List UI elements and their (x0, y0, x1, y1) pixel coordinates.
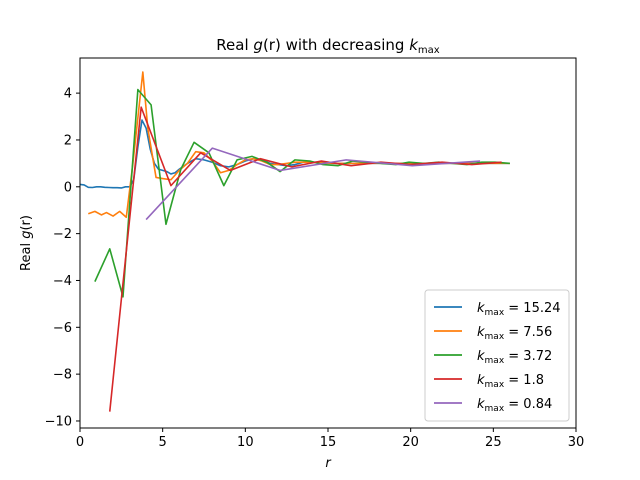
series-line-4 (108, 106, 502, 412)
x-axis-label: r (325, 456, 332, 471)
y-axis-label: Real g(r) (19, 215, 34, 271)
legend-label: kmax = 0.84 (477, 397, 552, 414)
legend-label: kmax = 15.24 (477, 301, 561, 318)
x-tick-label: 5 (159, 435, 167, 450)
y-tick-label: −10 (45, 414, 72, 429)
x-tick-label: 15 (320, 435, 337, 450)
legend-label: kmax = 3.72 (477, 349, 552, 366)
legend: kmax = 15.24 kmax = 7.56 kmax = 3.72 kmax =… (424, 289, 570, 422)
y-tick-label: 4 (64, 87, 72, 102)
x-tick-label: 0 (76, 435, 84, 450)
y-tick-label: −8 (53, 368, 72, 383)
x-tick-label: 20 (402, 435, 419, 450)
legend-label: kmax = 7.56 (477, 325, 552, 342)
y-axis: −10 −8 −6 −4 −2 0 2 4 (45, 87, 80, 429)
y-tick-label: 2 (64, 133, 72, 148)
x-tick-label: 30 (568, 435, 585, 450)
legend-box (424, 289, 570, 422)
legend-label: kmax = 1.8 (477, 373, 544, 390)
series-line-5 (145, 147, 481, 221)
series-layer (80, 71, 510, 412)
chart-title: Real g(r) with decreasing kmax (216, 36, 439, 56)
x-tick-label: 25 (485, 435, 502, 450)
y-tick-label: −6 (53, 321, 72, 336)
y-tick-label: 0 (64, 180, 72, 195)
x-axis: 0 5 10 15 20 25 30 (76, 428, 584, 450)
y-tick-label: −4 (53, 274, 72, 289)
y-tick-label: −2 (53, 227, 72, 242)
x-tick-label: 10 (237, 435, 254, 450)
